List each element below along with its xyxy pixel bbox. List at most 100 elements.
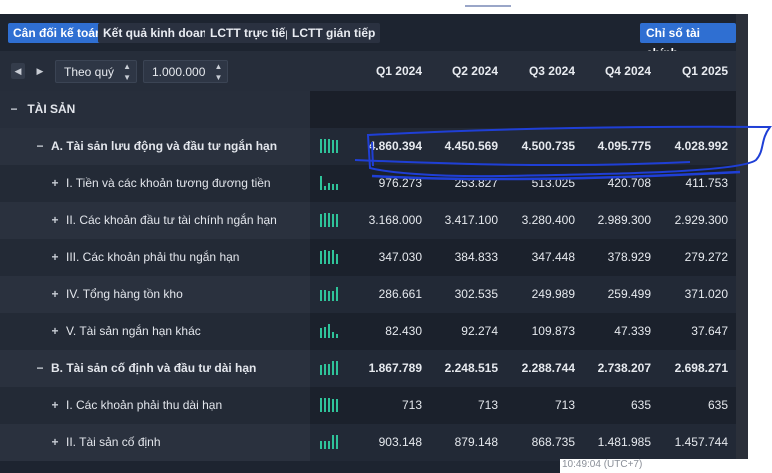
- sparkline-chart: [320, 213, 346, 227]
- sparkline-bar: [324, 441, 326, 449]
- row-value: 371.020: [684, 287, 728, 301]
- section-label[interactable]: − TÀI SẢN: [0, 91, 310, 128]
- sparkline-bar: [336, 184, 338, 190]
- updown-chevron-icon: ▲ ▼: [214, 62, 223, 82]
- table-row[interactable]: + V. Tài sản ngắn hạn khác 82.430 92.274 109…: [0, 313, 736, 350]
- sparkline-chart: [320, 250, 346, 264]
- column-header: Q3 2024: [528, 64, 575, 78]
- tab-balance-sheet[interactable]: Cân đối kế toán: [8, 23, 108, 43]
- sparkline-bar: [320, 214, 322, 227]
- collapse-icon[interactable]: −: [36, 361, 44, 375]
- sparkline-chart: [320, 176, 346, 190]
- table-row[interactable]: − B. Tài sản cố định và đầu tư dài hạn 1.8…: [0, 350, 736, 387]
- table-row[interactable]: − A. Tài sản lưu động và đầu tư ngắn hạn 4…: [0, 128, 736, 165]
- row-value: 82.430: [385, 324, 422, 338]
- unit-select[interactable]: 1.000.000 ▲ ▼: [143, 60, 229, 83]
- expand-icon[interactable]: +: [51, 287, 59, 301]
- row-label-background: [0, 350, 310, 387]
- row-label[interactable]: − A. Tài sản lưu động và đầu tư ngắn hạn: [0, 128, 310, 165]
- row-value: 713: [401, 398, 422, 412]
- section-row-assets: − TÀI SẢN: [0, 91, 736, 128]
- column-header: Q4 2024: [604, 64, 651, 78]
- sparkline-bar: [324, 213, 326, 227]
- row-label[interactable]: − B. Tài sản cố định và đầu tư dài hạn: [0, 350, 310, 387]
- sparkline-bar: [336, 254, 338, 264]
- updown-chevron-icon: ▲ ▼: [123, 62, 132, 82]
- sparkline-bar: [332, 332, 334, 338]
- sparkline-bar: [336, 140, 338, 153]
- sparkline-bar: [324, 290, 326, 301]
- expand-icon[interactable]: +: [51, 324, 59, 338]
- row-value: 2.288.744: [521, 361, 575, 375]
- row-label[interactable]: + I. Các khoản phải thu dài hạn: [0, 387, 310, 424]
- sparkline-bar: [336, 334, 338, 338]
- sparkline-bar: [332, 361, 334, 375]
- row-value: 347.030: [378, 250, 422, 264]
- sparkline-bar: [332, 184, 334, 190]
- sparkline-bar: [320, 328, 322, 338]
- sparkline-bar: [328, 213, 330, 227]
- row-value: 3.417.100: [444, 213, 498, 227]
- tab-cashflow-direct[interactable]: LCTT trực tiếp: [205, 23, 298, 43]
- sparkline-bar: [320, 398, 322, 412]
- tab-cashflow-indirect[interactable]: LCTT gián tiếp: [287, 23, 381, 43]
- financial-ratios-button[interactable]: Chỉ số tài chính: [640, 23, 736, 60]
- expand-icon[interactable]: +: [51, 398, 59, 412]
- sparkline-bar: [336, 361, 338, 375]
- row-title: IV. Tổng hàng tồn kho: [66, 287, 183, 301]
- row-value: 411.753: [685, 176, 729, 190]
- sparkline-bar: [324, 186, 326, 190]
- row-title: II. Các khoản đầu tư tài chính ngắn hạn: [66, 213, 277, 227]
- table-row[interactable]: + IV. Tổng hàng tồn kho 286.661 302.535 249.…: [0, 276, 736, 313]
- sparkline-chart: [320, 287, 346, 301]
- row-label[interactable]: + II. Tài sản cố định: [0, 424, 310, 461]
- expand-icon[interactable]: +: [51, 250, 59, 264]
- collapse-icon[interactable]: −: [36, 139, 44, 153]
- table-header-row: ◀ ▶ Theo quý ▲ ▼ 1.000.000 ▲ ▼ Q1 2024 Q2 …: [0, 51, 736, 91]
- row-label[interactable]: + V. Tài sản ngắn hạn khác: [0, 313, 310, 350]
- next-period-icon[interactable]: ▶: [36, 66, 44, 76]
- row-value: 2.929.300: [674, 213, 728, 227]
- expand-icon[interactable]: +: [51, 435, 59, 449]
- section-spacer: [310, 91, 736, 128]
- table-row[interactable]: + II. Tài sản cố định 903.148 879.148 868.73…: [0, 424, 736, 461]
- row-value: 47.339: [614, 324, 651, 338]
- row-value: 2.248.515: [444, 361, 498, 375]
- row-value: 378.929: [607, 250, 651, 264]
- table-row[interactable]: + III. Các khoản phải thu ngắn hạn 347.030…: [0, 239, 736, 276]
- row-label[interactable]: + I. Tiền và các khoản tương đương tiền: [0, 165, 310, 202]
- sparkline-bar: [328, 441, 330, 449]
- sparkline-bar: [328, 183, 330, 190]
- row-title: III. Các khoản phải thu ngắn hạn: [66, 250, 240, 264]
- tab-income-statement[interactable]: Kết quả kinh doanh: [98, 23, 220, 43]
- row-label[interactable]: + IV. Tổng hàng tồn kho: [0, 276, 310, 313]
- row-value: 253.827: [454, 176, 498, 190]
- row-value: 2.989.300: [597, 213, 651, 227]
- sparkline-chart: [320, 398, 346, 412]
- row-label[interactable]: + III. Các khoản phải thu ngắn hạn: [0, 239, 310, 276]
- period-select[interactable]: Theo quý ▲ ▼: [55, 60, 138, 83]
- table-row[interactable]: + I. Các khoản phải thu dài hạn 713 713 713 6…: [0, 387, 736, 424]
- row-value: 384.833: [454, 250, 498, 264]
- previous-period-icon[interactable]: ◀: [11, 63, 25, 79]
- expand-icon[interactable]: +: [51, 176, 59, 190]
- top-strip: [0, 0, 772, 10]
- table-row[interactable]: + II. Các khoản đầu tư tài chính ngắn hạn…: [0, 202, 736, 239]
- financial-report-panel: Cân đối kế toán Kết quả kinh doanh LCTT …: [0, 14, 736, 473]
- row-label[interactable]: + II. Các khoản đầu tư tài chính ngắn hạn: [0, 202, 310, 239]
- row-title: V. Tài sản ngắn hạn khác: [66, 324, 201, 338]
- sparkline-bar: [320, 290, 322, 301]
- collapse-icon[interactable]: −: [10, 102, 18, 116]
- sparkline-chart: [320, 139, 346, 153]
- row-label-background: [0, 202, 310, 239]
- unit-select-value: 1.000.000: [152, 65, 206, 79]
- expand-icon[interactable]: +: [51, 213, 59, 227]
- table-row[interactable]: + I. Tiền và các khoản tương đương tiền 97…: [0, 165, 736, 202]
- row-value: 1.457.744: [674, 435, 728, 449]
- sparkline-bar: [320, 365, 322, 375]
- sparkline-bar: [328, 364, 330, 375]
- sparkline-bar: [336, 214, 338, 227]
- row-value: 92.274: [461, 324, 498, 338]
- row-label-background: [0, 276, 310, 313]
- sparkline-bar: [332, 435, 334, 449]
